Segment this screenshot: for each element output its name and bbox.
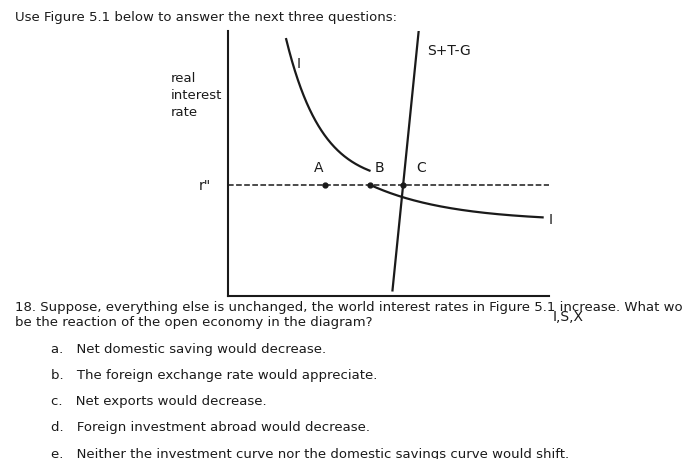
Text: I: I [297, 57, 301, 71]
Text: C: C [416, 161, 426, 175]
Text: a. Net domestic saving would decrease.: a. Net domestic saving would decrease. [51, 342, 326, 355]
Text: I: I [549, 213, 553, 226]
Text: A: A [314, 161, 323, 175]
Text: S+T-G: S+T-G [427, 44, 471, 57]
Text: Use Figure 5.1 below to answer the next three questions:: Use Figure 5.1 below to answer the next … [15, 11, 397, 24]
Text: 18. Suppose, everything else is unchanged, the world interest rates in Figure 5.: 18. Suppose, everything else is unchange… [15, 301, 682, 329]
Text: c. Net exports would decrease.: c. Net exports would decrease. [51, 394, 267, 407]
Text: e. Neither the investment curve nor the domestic savings curve would shift.: e. Neither the investment curve nor the … [51, 447, 569, 459]
Text: r": r" [198, 178, 211, 192]
Text: B: B [374, 161, 384, 175]
Text: I,S,X: I,S,X [552, 309, 583, 323]
Text: real
interest
rate: real interest rate [170, 72, 222, 118]
Text: d. Foreign investment abroad would decrease.: d. Foreign investment abroad would decre… [51, 420, 370, 433]
Text: b. The foreign exchange rate would appreciate.: b. The foreign exchange rate would appre… [51, 368, 378, 381]
